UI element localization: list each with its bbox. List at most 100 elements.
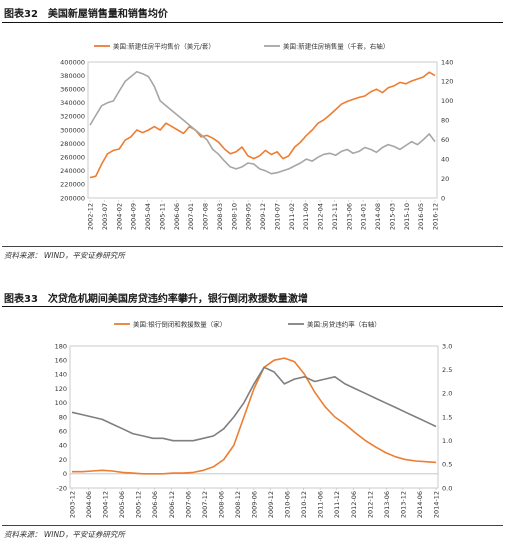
y-right-tick-label: 0.5 — [442, 461, 452, 469]
series-line-left — [72, 357, 437, 475]
x-tick-label: 2007-06 — [184, 491, 192, 518]
series-line-right — [89, 70, 436, 175]
figure-32-label: 图表32 — [4, 9, 38, 20]
x-tick-label: 2009-05 — [245, 203, 253, 230]
x-tick-label: 2011-02 — [288, 203, 296, 230]
x-tick-label: 2013-06 — [383, 491, 391, 518]
y-right-tick-label: 3.0 — [442, 342, 452, 350]
y-right-tick-label: 60 — [441, 136, 449, 144]
x-tick-label: 2002-12 — [87, 203, 95, 230]
x-tick-label: 2011-09 — [302, 203, 310, 230]
y-right-tick-label: 0 — [441, 194, 445, 202]
x-tick-label: 2007-08 — [202, 203, 210, 230]
y-left-tick-label: 400000 — [60, 58, 85, 66]
figure-33-caption: 次贷危机期间美国房贷违约率攀升，银行倒闭救援数量激增 — [47, 294, 308, 305]
x-tick-label: 2008-06 — [217, 491, 225, 518]
y-right-tick-label: 1.5 — [442, 413, 452, 421]
x-tick-label: 2009-12 — [267, 491, 275, 518]
x-tick-label: 2014-12 — [433, 491, 441, 518]
chart-33: -20 0 20 40 60 80 100 120 140 160 180 0.0 0.5 1.0 1.5 2… — [55, 319, 453, 518]
x-tick-label: 2011-06 — [317, 491, 325, 518]
y-right-tick-label: 20 — [441, 175, 449, 183]
x-tick-label: 2010-06 — [284, 491, 292, 518]
figure-33-source: 资料来源： WIND，平安证券研究所 — [4, 530, 125, 539]
x-tick-label: 2016-12 — [432, 203, 440, 230]
x-tick-label: 2012-12 — [366, 491, 374, 518]
y-left-tick-label: 40 — [59, 442, 67, 450]
y-left-tick-label: 360000 — [60, 86, 85, 94]
y-right-tick-label: 40 — [441, 155, 449, 163]
x-tick-label: 2009-12 — [259, 203, 267, 230]
figure-32-bottom-rule — [2, 246, 503, 247]
x-tick-label: 2010-07 — [273, 203, 281, 230]
figure-32-title: 图表32 美国新屋销售量和销售均价 — [4, 5, 168, 20]
x-tick-label: 2004-02 — [115, 203, 123, 230]
x-tick-label: 2016-05 — [417, 203, 425, 230]
figure-33-label: 图表33 — [4, 294, 38, 305]
x-tick-label: 2014-01 — [360, 203, 368, 230]
x-tick-label: 2013-06 — [345, 203, 353, 230]
x-tick-label: 2010-12 — [300, 491, 308, 518]
x-tick-label: 2009-06 — [251, 491, 259, 518]
x-tick-label: 2007-01 — [187, 203, 195, 230]
plot-frame — [87, 61, 438, 199]
figure-32-top-rule — [2, 22, 503, 23]
legend-label: 美国:新建住房平均售价（美元/套） — [113, 41, 215, 50]
x-tick-label: 2004-09 — [130, 203, 138, 230]
x-tick-label: 2012-11 — [331, 203, 339, 230]
figure-33-top-rule — [2, 306, 503, 307]
y-left-tick-label: 160 — [55, 357, 67, 365]
x-tick-label: 2007-12 — [201, 491, 209, 518]
y-left-tick-label: 220000 — [60, 181, 85, 189]
figure-32-caption: 美国新屋销售量和销售均价 — [47, 9, 168, 20]
legend-entry: 美国:新建住房销售量（千套，右轴） — [264, 41, 389, 50]
x-tick-label: 2015-03 — [388, 203, 396, 230]
y-left-tick-label: 200000 — [60, 194, 85, 202]
chart-32: 200000 220000 240000 260000 280000 300000 3200… — [60, 41, 453, 230]
y-left-tick-label: 80 — [59, 413, 67, 421]
x-tick-label: 2008-10 — [230, 203, 238, 230]
x-tick-label: 2003-12 — [69, 491, 77, 518]
x-tick-label: 2005-11 — [158, 203, 166, 230]
legend-entry: 美国:房贷违约率（右轴） — [288, 319, 381, 328]
y-left-tick-label: 300000 — [60, 126, 85, 134]
y-left-tick-label: 100 — [55, 399, 67, 407]
x-tick-label: 2004-12 — [102, 491, 110, 518]
legend-entry: 美国:银行倒闭和救援数量（家） — [114, 319, 226, 328]
y-right-tick-label: 2.5 — [442, 366, 452, 374]
y-right-tick-label: 120 — [441, 78, 453, 86]
x-tick-label: 2008-12 — [234, 491, 242, 518]
y-left-tick-label: 180 — [55, 342, 67, 350]
y-right-tick-label: 80 — [441, 117, 449, 125]
x-tick-label: 2006-06 — [151, 491, 159, 518]
y-left-tick-label: 320000 — [60, 113, 85, 121]
figure-33-title: 图表33 次贷危机期间美国房贷违约率攀升，银行倒闭救援数量激增 — [4, 290, 308, 305]
x-tick-label: 2014-08 — [374, 203, 382, 230]
x-tick-label: 2012-04 — [317, 203, 325, 230]
legend-label: 美国:银行倒闭和救援数量（家） — [133, 319, 226, 328]
x-tick-label: 2011-12 — [333, 491, 341, 518]
series-line-right — [71, 366, 437, 442]
y-left-tick-label: 280000 — [60, 140, 85, 148]
x-tick-label: 2003-07 — [101, 203, 109, 230]
x-tick-label: 2005-06 — [118, 491, 126, 518]
y-left-tick-label: 240000 — [60, 167, 85, 175]
x-tick-label: 2004-06 — [85, 491, 93, 518]
y-left-tick-label: -20 — [56, 484, 67, 492]
legend-label: 美国:新建住房销售量（千套，右轴） — [283, 41, 389, 50]
plot-frame — [69, 345, 439, 489]
x-tick-label: 2015-10 — [403, 203, 411, 230]
y-left-tick-label: 120 — [55, 385, 67, 393]
y-right-tick-label: 1.0 — [442, 437, 452, 445]
y-left-tick-label: 260000 — [60, 154, 85, 162]
figure-33-bottom-rule — [2, 525, 503, 526]
y-right-tick-label: 140 — [441, 58, 453, 66]
legend-entry: 美国:新建住房平均售价（美元/套） — [94, 41, 215, 50]
y-right-tick-label: 2.0 — [442, 390, 452, 398]
y-left-tick-label: 380000 — [60, 72, 85, 80]
y-left-tick-label: 60 — [59, 428, 67, 436]
series-line-left — [89, 71, 436, 179]
x-tick-label: 2005-12 — [135, 491, 143, 518]
x-tick-label: 2005-04 — [144, 203, 152, 230]
x-tick-label: 2006-06 — [173, 203, 181, 230]
